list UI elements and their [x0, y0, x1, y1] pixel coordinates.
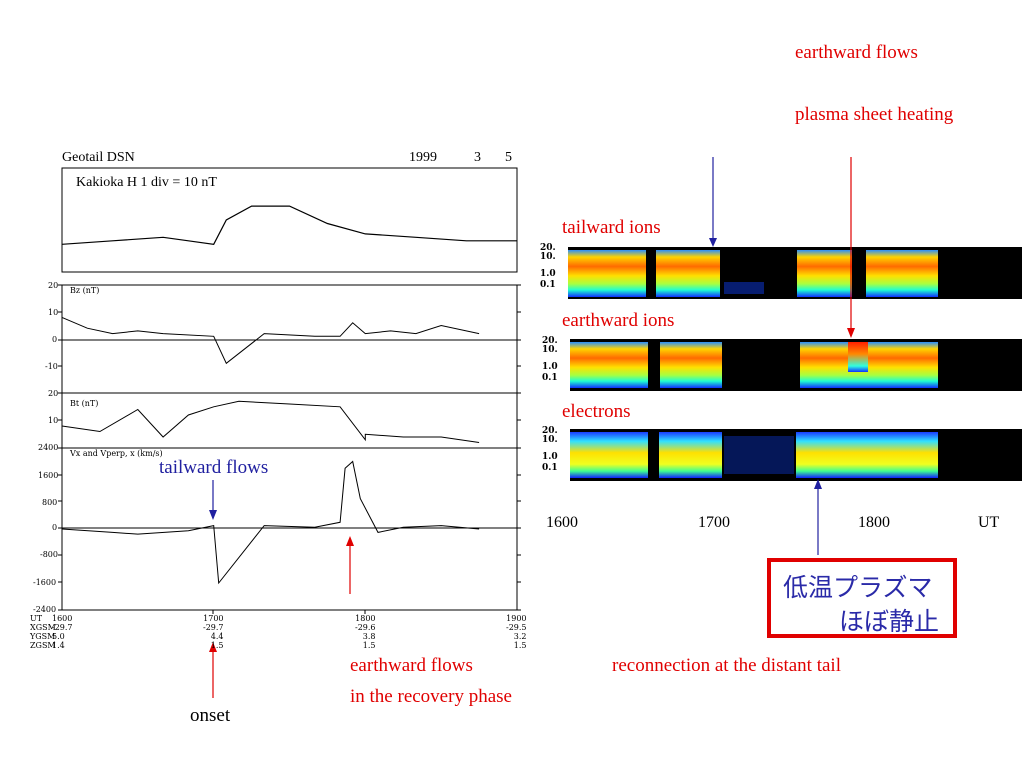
kakioka-frame — [61, 167, 518, 273]
orbit-value: 5.0 — [52, 632, 65, 641]
orbit-label: UT — [30, 614, 43, 623]
spectro-ylabel: 0.1 — [542, 463, 558, 473]
annotation-onset: onset — [190, 705, 231, 726]
vx-frame — [61, 447, 518, 611]
orbit-value: 1.5 — [362, 641, 376, 650]
orbit-value: 1.5 — [210, 641, 224, 650]
orbit-value: -29.7 — [203, 623, 224, 632]
callout-line-2: ほぼ静止 — [839, 607, 940, 636]
spectro-title-electrons: electrons — [562, 401, 631, 422]
header-month: 3 — [474, 150, 481, 165]
bt-frame — [61, 392, 518, 449]
spectro-ylabel: 10. — [542, 345, 558, 355]
vx-ytick-label: -1600 — [33, 578, 57, 587]
vx-ytick-label: 800 — [42, 498, 58, 507]
spectro-ylabel: 20. — [540, 243, 556, 253]
bz-ytick-label: 0 — [52, 335, 58, 344]
spectro-ylabels-3: 20. 10. 1.0 0.1 — [542, 427, 558, 473]
vx-ytick-label: -2400 — [33, 605, 57, 614]
annotation-tailward-flows: tailward flows — [159, 457, 269, 478]
spectro-ylabel: 20. — [542, 426, 558, 436]
orbit-value: -29.5 — [506, 623, 527, 632]
bz-ytick-label: 10 — [48, 308, 59, 317]
spectro-ylabels-1: 20. 10. 1.0 0.1 — [540, 244, 556, 290]
spectro-ylabel: 10. — [540, 252, 556, 262]
orbit-label: XGSM — [30, 623, 56, 632]
orbit-value: 1.4 — [52, 641, 65, 650]
bz-ytick-label: 20 — [48, 281, 59, 290]
kakioka-label: Kakioka H 1 div = 10 nT — [76, 175, 217, 190]
spectro-ylabel: 0.1 — [542, 373, 558, 383]
vx-panel-label: Vx and Vperp, x (km/s) — [70, 449, 163, 458]
frame-ticks — [58, 284, 521, 614]
orbit-value: 1800 — [355, 614, 376, 623]
bz-ytick-label: -10 — [45, 362, 58, 371]
spectro-ylabel: 1.0 — [542, 452, 558, 462]
arrow-recovery-red — [346, 536, 354, 594]
spectro-ylabel: 0.1 — [540, 280, 556, 290]
spectro-xtick: 1700 — [698, 514, 730, 531]
annotation-recovery-phase: in the recovery phase — [350, 686, 512, 707]
orbit-value: 3.8 — [362, 632, 376, 641]
orbit-value: 3.2 — [513, 632, 527, 641]
spectro-xtick: UT — [978, 514, 1000, 531]
annotation-reconnection: reconnection at the distant tail — [612, 655, 841, 676]
annotation-plasma-sheet-heating: plasma sheet heating — [795, 104, 954, 125]
orbit-col-1800: 1800 -29.6 3.8 1.5 — [355, 614, 376, 650]
orbit-value: 4.4 — [210, 632, 224, 641]
vx-ytick-label: 1600 — [38, 471, 59, 480]
vx-ytick-label: -800 — [40, 550, 58, 559]
bt-ytick-label: 20 — [48, 389, 59, 398]
spectro-title-tailward-ions: tailward ions — [562, 217, 661, 238]
orbit-label: YGSM — [30, 632, 56, 641]
orbit-col-1900: 1900 -29.5 3.2 1.5 — [506, 614, 527, 650]
vx-ytick-label: 2400 — [38, 443, 59, 452]
annotation-earthward-flows-recovery: earthward flows — [350, 655, 473, 676]
spectro-xtick: 1800 — [858, 514, 890, 531]
spectro-ylabel: 1.0 — [542, 362, 558, 372]
header-year: 1999 — [409, 150, 437, 165]
orbit-value: -29.7 — [52, 623, 73, 632]
cold-plasma-callout-box: 低温プラズマ ほぼ静止 — [767, 558, 957, 638]
arrow-plasma-sheet-heating-red — [847, 157, 855, 338]
spectro-ylabels-2: 20. 10. 1.0 0.1 — [542, 337, 558, 383]
arrow-tailward-flows-blue — [209, 480, 217, 520]
orbit-col-1700: 1700 -29.7 4.4 1.5 — [203, 614, 224, 650]
spectro-ylabel: 10. — [542, 435, 558, 445]
spectrogram-electrons — [570, 429, 1022, 481]
orbit-row-labels: UT XGSM YGSM ZGSM — [30, 614, 56, 650]
spectrogram-earthward-ions — [570, 339, 1022, 391]
orbit-value: 1700 — [203, 614, 224, 623]
arrow-earthward-flows-blue — [709, 157, 717, 247]
orbit-label: ZGSM — [30, 641, 56, 650]
arrow-onset-red — [209, 642, 217, 698]
vx-ytick-label: 0 — [52, 523, 58, 532]
bt-panel-label: Bt (nT) — [70, 399, 99, 408]
bt-series-line — [61, 400, 480, 443]
arrow-reconnection-blue — [814, 479, 822, 555]
orbit-value: 1600 — [52, 614, 73, 623]
spectro-ylabel: 1.0 — [540, 269, 556, 279]
spectro-xtick: 1600 — [546, 514, 578, 531]
bz-series-line — [61, 316, 480, 365]
kakioka-series-line — [61, 205, 517, 245]
bz-frame — [61, 284, 518, 394]
header-day: 5 — [505, 150, 512, 165]
orbit-value: -29.6 — [355, 623, 376, 632]
annotation-earthward-flows-top: earthward flows — [795, 42, 918, 63]
spectro-title-earthward-ions: earthward ions — [562, 310, 675, 331]
bt-ytick-label: 10 — [48, 416, 59, 425]
vx-series-line — [61, 460, 480, 585]
spectrogram-tailward-ions — [568, 247, 1022, 299]
callout-line-1: 低温プラズマ — [783, 573, 933, 602]
orbit-col-1600: 1600 -29.7 5.0 1.4 — [52, 614, 73, 650]
header-spacecraft: Geotail DSN — [62, 150, 135, 165]
orbit-value: 1900 — [506, 614, 527, 623]
orbit-value: 1.5 — [513, 641, 527, 650]
bz-panel-label: Bz (nT) — [70, 286, 100, 295]
spectro-ylabel: 20. — [542, 336, 558, 346]
